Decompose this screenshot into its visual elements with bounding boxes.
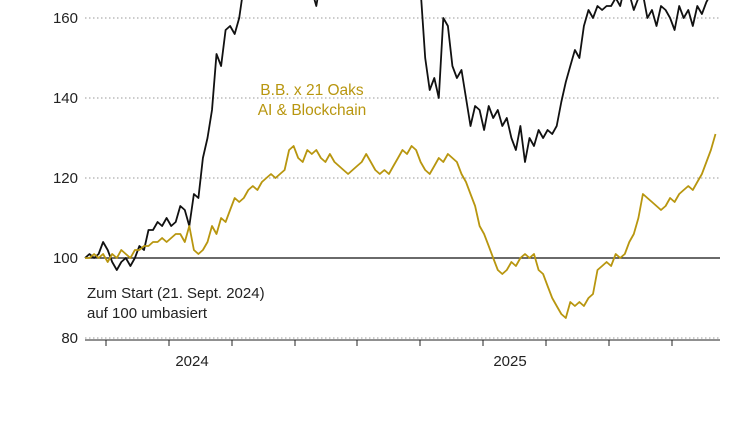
rebase-note-line1: Zum Start (21. Sept. 2024): [87, 285, 265, 302]
gold-series-label-line2: AI & Blockchain: [258, 102, 367, 119]
y-tick-label: 100: [53, 250, 78, 267]
series-lines: [84, 0, 717, 319]
black-series-line: [84, 0, 709, 271]
y-axis: 80 100 120 140 160: [53, 10, 78, 347]
y-tick-label: 140: [53, 90, 78, 107]
x-tick-label: 2025: [493, 353, 526, 370]
gridlines: [85, 17, 720, 339]
gold-series-line: [85, 133, 717, 319]
x-tick-label: 2024: [175, 353, 208, 370]
x-axis: 2024 2025: [85, 339, 720, 370]
y-tick-label: 120: [53, 170, 78, 187]
rebase-note-line2: auf 100 umbasiert: [87, 305, 208, 322]
gold-series-label-line1: B.B. x 21 Oaks: [260, 82, 364, 99]
y-tick-label: 160: [53, 10, 78, 27]
y-tick-label: 80: [61, 330, 78, 347]
